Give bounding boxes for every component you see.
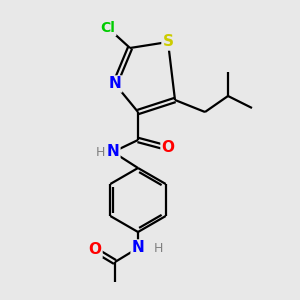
Text: H: H [153, 242, 163, 254]
Text: N: N [106, 145, 119, 160]
Text: H: H [95, 146, 105, 158]
Text: N: N [132, 241, 144, 256]
Text: O: O [88, 242, 101, 257]
Text: S: S [163, 34, 173, 50]
Text: O: O [161, 140, 175, 155]
Text: N: N [109, 76, 122, 92]
Text: Cl: Cl [100, 21, 116, 35]
